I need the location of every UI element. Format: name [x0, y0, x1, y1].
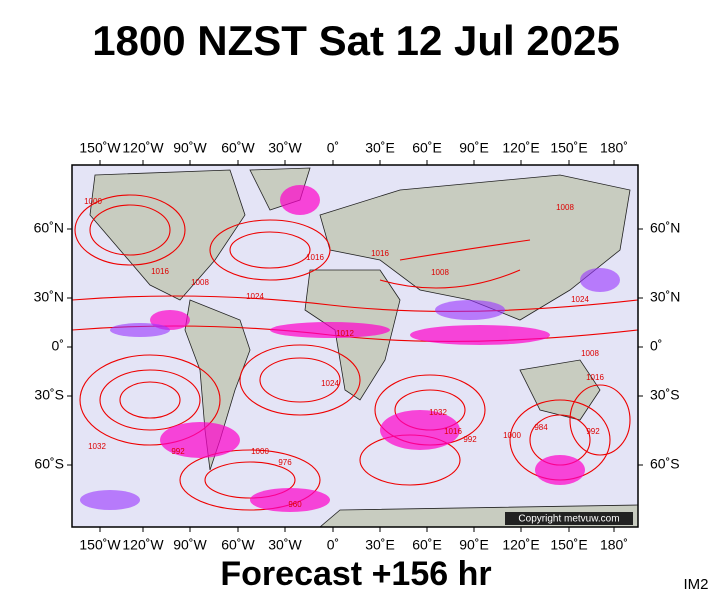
isobar-label: 1016 [306, 253, 324, 262]
lon-label-top: 150˚W [79, 140, 121, 156]
lon-label-top: 60˚W [221, 140, 255, 156]
isobar-label: 984 [534, 423, 548, 432]
lat-label-left: 30˚N [34, 289, 64, 305]
isobar-label: 1016 [371, 249, 389, 258]
map-frame [71, 164, 639, 528]
lat-label-left: 0˚ [52, 338, 64, 354]
lon-label-bottom: 150˚W [79, 537, 121, 553]
isobar-label: 1032 [88, 442, 106, 451]
isobar-label: 992 [586, 427, 600, 436]
lon-label-bottom: 0˚ [327, 537, 339, 553]
lon-label-bottom: 90˚E [459, 537, 489, 553]
isobar-label: 1008 [191, 278, 209, 287]
isobar-label: 960 [288, 500, 302, 509]
isobar-label: 1032 [429, 408, 447, 417]
lon-label-bottom: 180˚ [600, 537, 628, 553]
lon-label-top: 30˚W [268, 140, 302, 156]
lon-label-bottom: 120˚E [502, 537, 539, 553]
title: 1800 NZST Sat 12 Jul 2025 [92, 17, 620, 64]
isobar-label: 1008 [556, 203, 574, 212]
lon-label-bottom: 90˚W [173, 537, 207, 553]
lat-label-right: 60˚N [650, 220, 680, 236]
lon-label-bottom: 30˚W [268, 537, 302, 553]
isobar-label: 1024 [321, 379, 339, 388]
lat-label-left: 60˚S [34, 456, 64, 472]
isobar-label: 1000 [84, 197, 102, 206]
lon-label-top: 150˚E [550, 140, 587, 156]
lon-label-top: 180˚ [600, 140, 628, 156]
isobar-label: 1008 [431, 268, 449, 277]
isobar-label: 1024 [571, 295, 589, 304]
lat-label-right: 30˚N [650, 289, 680, 305]
isobar-labels: 1000 1016 1024 1008 1016 1008 1016 1024 1012 1024… [84, 197, 604, 509]
isobar-label: 976 [278, 458, 292, 467]
isobar-label: 1016 [151, 267, 169, 276]
lat-label-right: 30˚S [650, 387, 680, 403]
isobar-label: 1012 [336, 329, 354, 338]
lon-label-top: 90˚E [459, 140, 489, 156]
lon-label-bottom: 150˚E [550, 537, 587, 553]
lat-label-left: 30˚S [34, 387, 64, 403]
map-area: 1000 1016 1024 1008 1016 1008 1016 1024 1012 1024… [72, 165, 638, 527]
isobar-label: 1000 [251, 447, 269, 456]
lon-label-bottom: 120˚W [122, 537, 164, 553]
lon-label-top: 120˚E [502, 140, 539, 156]
forecast-label: Forecast +156 hr [220, 555, 491, 593]
lon-label-top: 0˚ [327, 140, 339, 156]
isobar-label: 1016 [586, 373, 604, 382]
copyright: Copyright metvuw.com [518, 514, 619, 525]
lat-label-left: 60˚N [34, 220, 64, 236]
lon-label-top: 120˚W [122, 140, 164, 156]
isobar-label: 1016 [444, 427, 462, 436]
isobar-label: 992 [171, 447, 185, 456]
isobar-label: 1024 [246, 292, 264, 301]
lat-label-right: 60˚S [650, 456, 680, 472]
lon-label-top: 60˚E [412, 140, 442, 156]
lon-label-top: 90˚W [173, 140, 207, 156]
lon-label-top: 30˚E [365, 140, 395, 156]
lon-label-bottom: 60˚E [412, 537, 442, 553]
isobar-label: 1000 [503, 431, 521, 440]
isobar-label: 1008 [581, 349, 599, 358]
image-code: IM2 [683, 576, 708, 593]
lon-label-bottom: 30˚E [365, 537, 395, 553]
lon-label-bottom: 60˚W [221, 537, 255, 553]
lat-label-right: 0˚ [650, 338, 662, 354]
isobar-label: 992 [463, 435, 477, 444]
copyright-box [505, 512, 633, 525]
